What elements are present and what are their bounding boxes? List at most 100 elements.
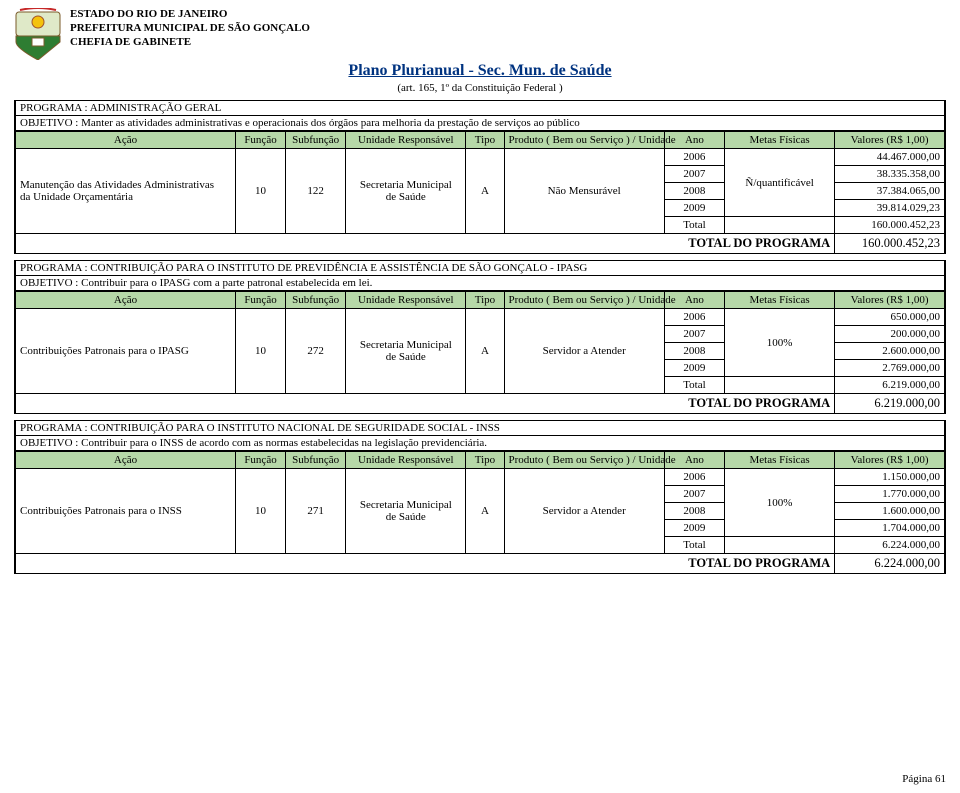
program-table: AçãoFunçãoSubfunçãoUnidade ResponsávelTi…: [14, 451, 946, 574]
cell-produto: Servidor a Atender: [504, 309, 664, 394]
program-objective: OBJETIVO : Contribuir para o IPASG com a…: [16, 275, 944, 290]
total-programa-label: TOTAL DO PROGRAMA: [15, 234, 835, 254]
cell-unidade: Secretaria Municipalde Saúde: [346, 149, 466, 234]
page-header: ESTADO DO RIO DE JANEIRO PREFEITURA MUNI…: [14, 8, 946, 60]
program-block: PROGRAMA : CONTRIBUIÇÃO PARA O INSTITUTO…: [14, 260, 946, 414]
program-title: PROGRAMA : ADMINISTRAÇÃO GERAL: [16, 101, 944, 115]
column-header: Ação: [15, 132, 235, 149]
program-block: PROGRAMA : ADMINISTRAÇÃO GERALOBJETIVO :…: [14, 100, 946, 254]
page-title: Plano Plurianual - Sec. Mun. de Saúde: [14, 62, 946, 80]
column-header: Tipo: [466, 132, 504, 149]
cell-ano: 2007: [664, 326, 724, 343]
cell-valor: 44.467.000,00: [835, 149, 945, 166]
table-row: Manutenção das Atividades Administrativa…: [15, 149, 945, 166]
cell-ano: 2006: [664, 309, 724, 326]
cell-subfuncao: 272: [286, 309, 346, 394]
cell-total-valor: 160.000.452,23: [835, 217, 945, 234]
cell-valor: 200.000,00: [835, 326, 945, 343]
page: ESTADO DO RIO DE JANEIRO PREFEITURA MUNI…: [0, 0, 960, 793]
column-header: Valores (R$ 1,00): [835, 292, 945, 309]
cell-ano: 2007: [664, 486, 724, 503]
cell-funcao: 10: [235, 309, 285, 394]
program-block: PROGRAMA : CONTRIBUIÇÃO PARA O INSTITUTO…: [14, 420, 946, 574]
cell-funcao: 10: [235, 469, 285, 554]
cell-total-label: Total: [664, 537, 724, 554]
column-header: Ação: [15, 452, 235, 469]
cell-valor: 2.769.000,00: [835, 360, 945, 377]
cell-valor: 1.600.000,00: [835, 503, 945, 520]
cell-valor: 1.704.000,00: [835, 520, 945, 537]
program-header: PROGRAMA : CONTRIBUIÇÃO PARA O INSTITUTO…: [14, 420, 946, 451]
column-header: Ação: [15, 292, 235, 309]
cell-tipo: A: [466, 469, 504, 554]
cell-tipo: A: [466, 309, 504, 394]
cell-valor: 39.814.029,23: [835, 200, 945, 217]
cell-total-label: Total: [664, 217, 724, 234]
cell-ano: 2009: [664, 520, 724, 537]
cell-ano: 2009: [664, 200, 724, 217]
total-programa-row: TOTAL DO PROGRAMA6.224.000,00: [15, 554, 945, 574]
cell-produto: Não Mensurável: [504, 149, 664, 234]
cell-subfuncao: 271: [286, 469, 346, 554]
program-header: PROGRAMA : CONTRIBUIÇÃO PARA O INSTITUTO…: [14, 260, 946, 291]
title-block: Plano Plurianual - Sec. Mun. de Saúde (a…: [14, 62, 946, 94]
column-header: Produto ( Bem ou Serviço ) / Unidade: [504, 292, 664, 309]
program-header: PROGRAMA : ADMINISTRAÇÃO GERALOBJETIVO :…: [14, 100, 946, 131]
program-table: AçãoFunçãoSubfunçãoUnidade ResponsávelTi…: [14, 291, 946, 414]
cell-meta-empty: [724, 217, 834, 234]
cell-meta: 100%: [724, 309, 834, 377]
page-subtitle: (art. 165, 1º da Constituição Federal ): [14, 82, 946, 94]
total-programa-valor: 6.224.000,00: [835, 554, 945, 574]
program-title: PROGRAMA : CONTRIBUIÇÃO PARA O INSTITUTO…: [16, 261, 944, 275]
table-row: Contribuições Patronais para o INSS10271…: [15, 469, 945, 486]
program-table: AçãoFunçãoSubfunçãoUnidade ResponsávelTi…: [14, 131, 946, 254]
column-header: Unidade Responsável: [346, 292, 466, 309]
table-row: Contribuições Patronais para o IPASG1027…: [15, 309, 945, 326]
cell-ano: 2008: [664, 183, 724, 200]
cell-unidade: Secretaria Municipalde Saúde: [346, 309, 466, 394]
cell-valor: 1.770.000,00: [835, 486, 945, 503]
cell-tipo: A: [466, 149, 504, 234]
cell-ano: 2008: [664, 503, 724, 520]
program-objective: OBJETIVO : Manter as atividades administ…: [16, 115, 944, 130]
cell-funcao: 10: [235, 149, 285, 234]
cell-ano: 2008: [664, 343, 724, 360]
cell-meta: 100%: [724, 469, 834, 537]
crest-icon: [14, 8, 62, 60]
column-header: Metas Físicas: [724, 292, 834, 309]
cell-acao: Manutenção das Atividades Administrativa…: [15, 149, 235, 234]
total-programa-valor: 160.000.452,23: [835, 234, 945, 254]
column-header: Metas Físicas: [724, 132, 834, 149]
cell-meta-empty: [724, 377, 834, 394]
cell-acao: Contribuições Patronais para o INSS: [15, 469, 235, 554]
cell-acao: Contribuições Patronais para o IPASG: [15, 309, 235, 394]
programs-container: PROGRAMA : ADMINISTRAÇÃO GERALOBJETIVO :…: [14, 100, 946, 574]
column-header: Função: [235, 452, 285, 469]
column-header: Valores (R$ 1,00): [835, 132, 945, 149]
cell-meta-empty: [724, 537, 834, 554]
org-line-3: CHEFIA DE GABINETE: [70, 36, 310, 50]
cell-unidade: Secretaria Municipalde Saúde: [346, 469, 466, 554]
cell-ano: 2007: [664, 166, 724, 183]
cell-subfuncao: 122: [286, 149, 346, 234]
cell-total-valor: 6.219.000,00: [835, 377, 945, 394]
column-header: Subfunção: [286, 452, 346, 469]
cell-valor: 1.150.000,00: [835, 469, 945, 486]
column-header: Metas Físicas: [724, 452, 834, 469]
page-number: Página 61: [902, 773, 946, 785]
cell-valor: 37.384.065,00: [835, 183, 945, 200]
cell-valor: 2.600.000,00: [835, 343, 945, 360]
column-header: Subfunção: [286, 132, 346, 149]
column-header: Produto ( Bem ou Serviço ) / Unidade: [504, 452, 664, 469]
org-line-1: ESTADO DO RIO DE JANEIRO: [70, 8, 310, 22]
total-programa-label: TOTAL DO PROGRAMA: [15, 554, 835, 574]
column-header: Subfunção: [286, 292, 346, 309]
column-header: Função: [235, 292, 285, 309]
total-programa-row: TOTAL DO PROGRAMA6.219.000,00: [15, 394, 945, 414]
column-header: Unidade Responsável: [346, 132, 466, 149]
cell-ano: 2006: [664, 149, 724, 166]
cell-produto: Servidor a Atender: [504, 469, 664, 554]
column-header: Produto ( Bem ou Serviço ) / Unidade: [504, 132, 664, 149]
column-header: Tipo: [466, 292, 504, 309]
program-objective: OBJETIVO : Contribuir para o INSS de aco…: [16, 435, 944, 450]
